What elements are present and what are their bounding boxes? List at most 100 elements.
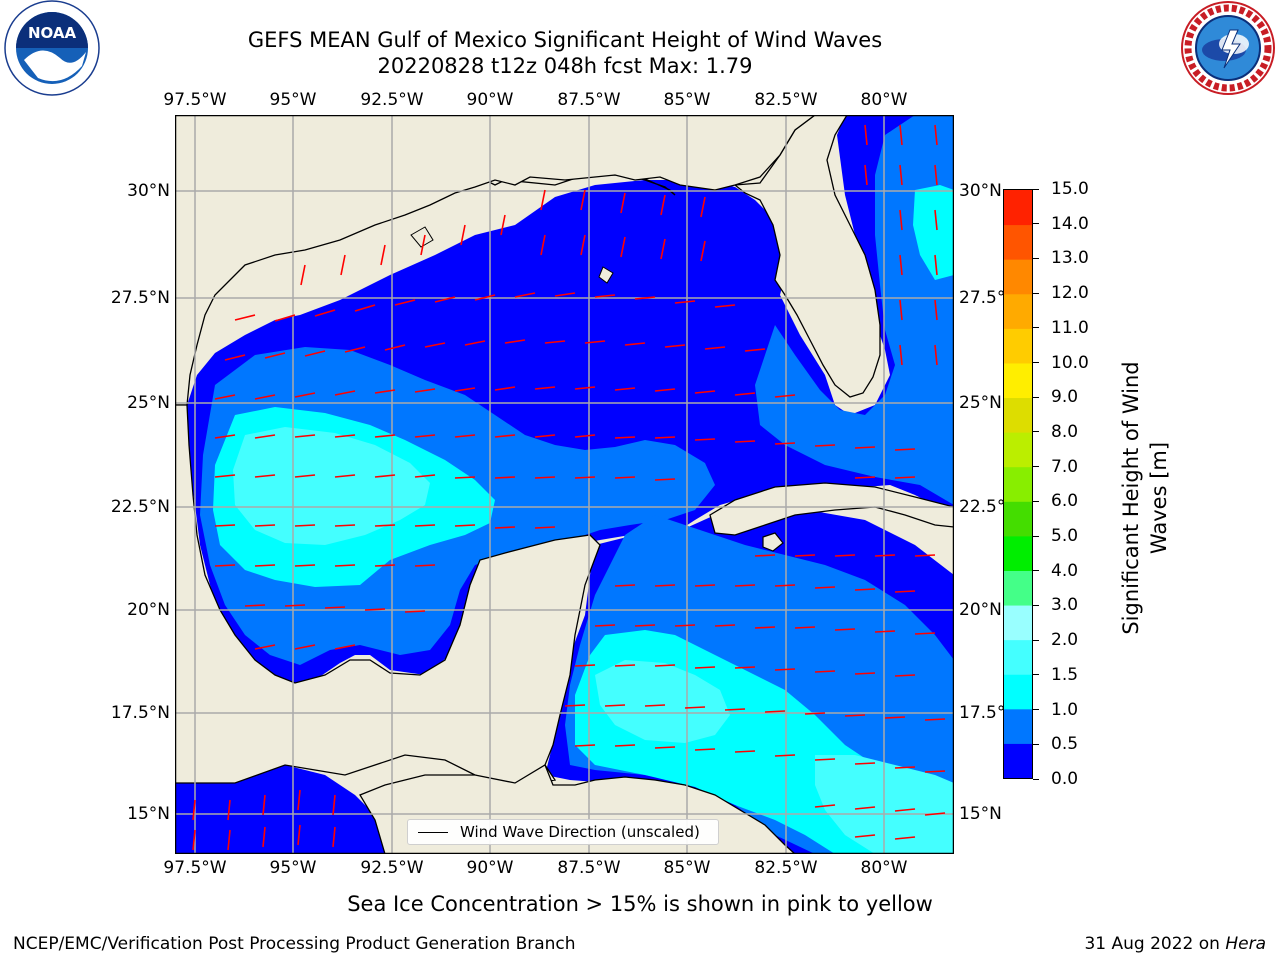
- colorbar-tick-mark: [1033, 431, 1039, 433]
- colorbar-tick-label: 10.0: [1033, 353, 1089, 373]
- lon-tick-top: 87.5°W: [557, 90, 621, 110]
- wave-zone-1.0-1.5-atlantic: [913, 185, 954, 280]
- map-frame: [175, 115, 954, 854]
- colorbar-tick-mark: [1033, 535, 1039, 537]
- sea-ice-note-text: Sea Ice Concentration > 15% is shown in …: [347, 892, 933, 916]
- lon-tick-top: 95°W: [269, 90, 317, 110]
- lon-tick-top: 90°W: [466, 90, 514, 110]
- colorbar-tick-text: 3.0: [1051, 595, 1079, 616]
- arrow-row: [564, 704, 946, 721]
- colorbar-segment: [1004, 639, 1032, 675]
- lat-tick-left: 30°N: [127, 181, 170, 201]
- arrow-row: [214, 564, 916, 593]
- colorbar-segment: [1004, 432, 1032, 468]
- date-stamp: 31 Aug 2022 on Hera: [1084, 934, 1266, 954]
- colorbar-segment: [1004, 397, 1032, 433]
- colorbar-tick-label: 9.0: [1033, 387, 1078, 407]
- colorbar-segment: [1004, 259, 1032, 295]
- wave-zone-1.5-2.0-west: [233, 427, 430, 545]
- lon-tick-bottom: 80°W: [860, 858, 908, 878]
- sea-ice-note: Sea Ice Concentration > 15% is shown in …: [0, 892, 1280, 916]
- colorbar-segment: [1004, 466, 1032, 502]
- colorbar-tick-label: 0.5: [1033, 734, 1078, 754]
- colorbar-tick-mark: [1033, 188, 1039, 190]
- legend-label: Wind Wave Direction (unscaled): [460, 823, 700, 841]
- lat-tick-left: 25°N: [127, 393, 170, 413]
- lon-tick-bottom: 90°W: [466, 858, 514, 878]
- small-island: [598, 266, 614, 284]
- florida-peninsula: [733, 115, 881, 398]
- isle-of-youth: [762, 532, 784, 552]
- colorbar-segment: [1004, 328, 1032, 364]
- us-gulf-coast: [175, 115, 817, 406]
- colorbar-tick-label: 14.0: [1033, 214, 1089, 234]
- colorbar-tick-text: 10.0: [1051, 352, 1089, 373]
- arrow-row: [254, 644, 916, 677]
- colorbar-tick-label: 11.0: [1033, 318, 1089, 338]
- small-island: [410, 226, 434, 248]
- arrow-column: [864, 124, 938, 366]
- lat-tick-left: 22.5°N: [110, 497, 170, 517]
- colorbar-tick-label: 5.0: [1033, 526, 1078, 546]
- colorbar-tick-mark: [1033, 743, 1039, 745]
- colorbar-tick-text: 0.5: [1051, 734, 1079, 755]
- date-text: 31 Aug 2022 on: [1084, 934, 1220, 954]
- lon-tick-bottom: 87.5°W: [557, 858, 621, 878]
- colorbar-segment: [1004, 674, 1032, 710]
- wind-wave-arrows: [192, 124, 946, 851]
- colorbar-tick-text: 11.0: [1051, 317, 1089, 338]
- lat-tick-right: 20°N: [959, 600, 1002, 620]
- gulf-of-mexico-map: [175, 115, 954, 854]
- colorbar-tick-mark: [1033, 396, 1039, 398]
- map-title: GEFS MEAN Gulf of Mexico Significant Hei…: [247, 28, 883, 52]
- arrow-column: [300, 189, 706, 286]
- colorbar-tick-text: 2.0: [1051, 630, 1079, 651]
- arrow-row: [574, 744, 946, 773]
- arrow-row: [214, 434, 916, 451]
- colorbar-tick-label: 0.0: [1033, 769, 1078, 789]
- colorbar-tick-text: 0.0: [1051, 769, 1079, 789]
- colorbar-tick-label: 6.0: [1033, 491, 1078, 511]
- colorbar-segment: [1004, 362, 1032, 399]
- colorbar-tick-label: 3.0: [1033, 595, 1078, 615]
- graticule: [175, 115, 954, 854]
- colorbar-tick-label: 2.0: [1033, 630, 1078, 650]
- colorbar-tick-mark: [1033, 604, 1039, 606]
- lon-tick-bottom: 85°W: [663, 858, 711, 878]
- colorbar-tick-label: 4.0: [1033, 561, 1078, 581]
- colorbar-segment: [1004, 708, 1032, 744]
- lat-tick-right: 30°N: [959, 181, 1002, 201]
- noaa-logo: NOAA: [2, 0, 102, 100]
- colorbar-tick-mark: [1033, 500, 1039, 502]
- credit-text: NCEP/EMC/Verification Post Processing Pr…: [13, 934, 576, 954]
- colorbar-tick-text: 13.0: [1051, 248, 1089, 269]
- colorbar-segment: [1004, 570, 1032, 606]
- colorbar-label-line2: Waves [m]: [1147, 441, 1171, 555]
- colorbar-label-line1: Significant Height of Wind: [1119, 361, 1143, 635]
- arrow-row: [234, 292, 736, 322]
- lon-tick-bottom: 97.5°W: [163, 858, 227, 878]
- colorbar-tick-text: 7.0: [1051, 456, 1079, 477]
- colorbar-tick-label: 1.0: [1033, 700, 1078, 720]
- nws-logo: [1178, 0, 1278, 100]
- lon-tick-bottom: 82.5°W: [754, 858, 818, 878]
- colorbar-segment: [1004, 293, 1032, 329]
- colorbar-tick-text: 1.0: [1051, 699, 1079, 720]
- lon-tick-top: 82.5°W: [754, 90, 818, 110]
- lon-tick-top: 85°W: [663, 90, 711, 110]
- svg-text:NOAA: NOAA: [28, 24, 77, 42]
- colorbar-ticks: 15.0 14.0 13.0 12.0 11.0 10.0 9.0 8.0 7.0 6.0 5.0 4…: [1033, 179, 1093, 789]
- colorbar-tick-text: 12.0: [1051, 283, 1089, 304]
- colorbar-tick-text: 14.0: [1051, 213, 1089, 234]
- lon-tick-top: 97.5°W: [163, 90, 227, 110]
- arrow-row: [224, 339, 766, 361]
- colorbar-tick-mark: [1033, 292, 1039, 294]
- lat-tick-left: 20°N: [127, 600, 170, 620]
- colorbar-segment: [1004, 224, 1032, 260]
- colorbar-tick-label: 7.0: [1033, 457, 1078, 477]
- colorbar-tick-mark: [1033, 674, 1039, 676]
- colorbar-tick-mark: [1033, 639, 1039, 641]
- arrow-row: [244, 604, 936, 635]
- arrow-row: [814, 804, 946, 840]
- lat-tick-right: 25°N: [959, 393, 1002, 413]
